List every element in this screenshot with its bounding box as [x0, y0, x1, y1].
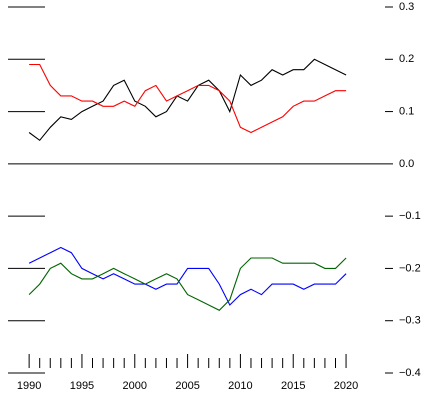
x-tick-label: 1995	[70, 380, 94, 392]
series-line	[28, 58, 347, 142]
y-tick-label: 0.0	[399, 158, 414, 170]
series-line	[29, 63, 347, 134]
y-tick-label: 0.2	[399, 53, 414, 65]
x-tick-label: 1990	[17, 380, 41, 392]
series-line	[28, 246, 347, 306]
y-tick-label: 0.1	[399, 105, 414, 117]
x-tick-label: 2020	[334, 380, 358, 392]
y-tick-label: −0.4	[399, 367, 421, 379]
x-tick-label: 2015	[281, 380, 305, 392]
y-tick-label: −0.2	[399, 262, 421, 274]
x-tick-label: 2010	[228, 380, 252, 392]
series-line	[28, 257, 347, 311]
x-tick-label: 2005	[175, 380, 199, 392]
y-tick-label: −0.3	[399, 315, 421, 327]
y-tick-label: 0.3	[399, 1, 414, 13]
y-tick-label: −0.1	[399, 210, 421, 222]
x-tick-label: 2000	[123, 380, 147, 392]
